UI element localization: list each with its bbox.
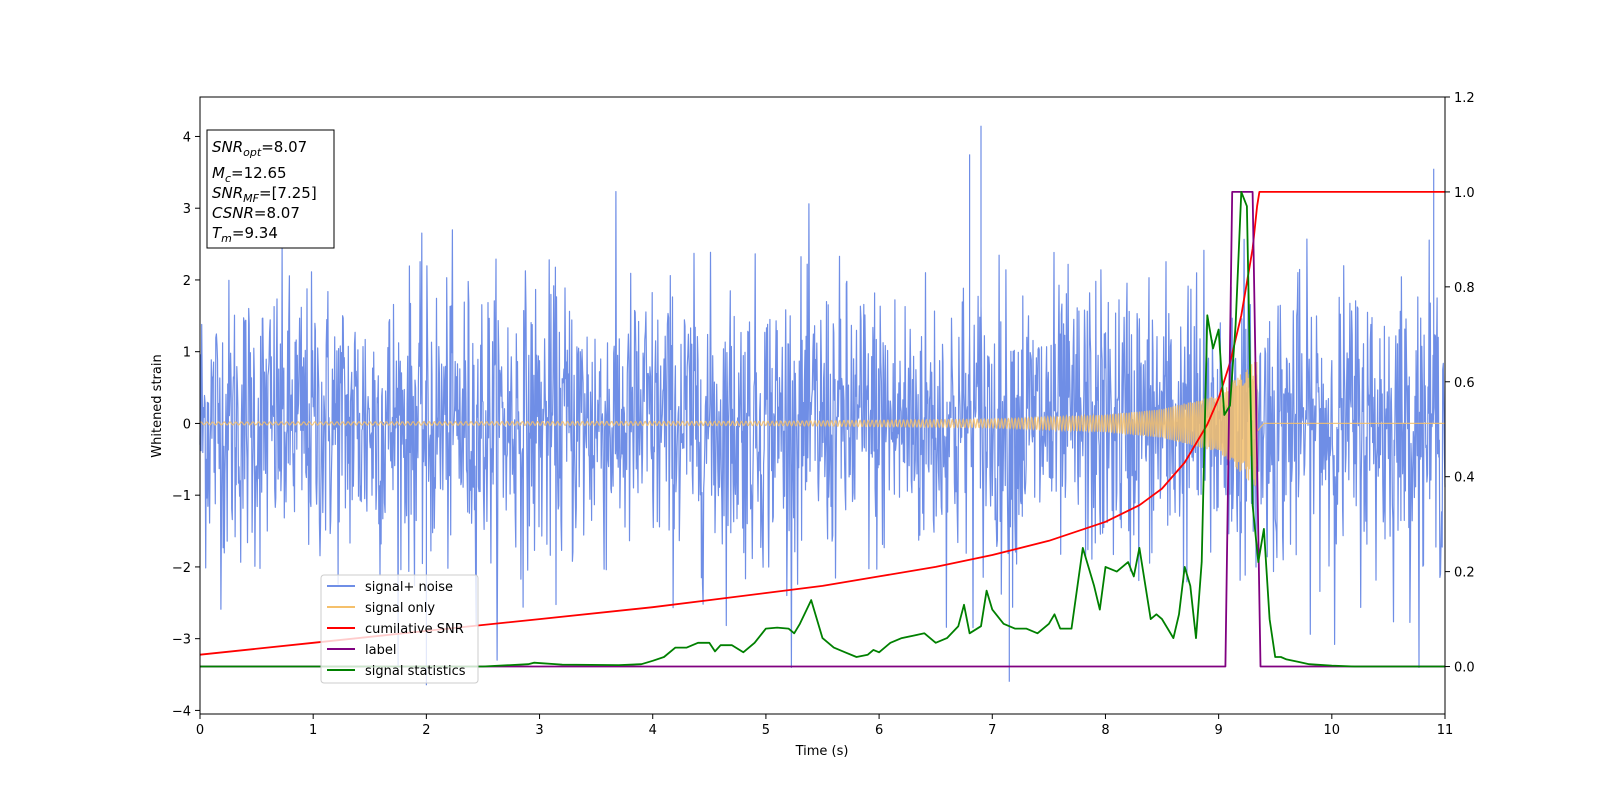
- plot-area: [199, 125, 1446, 686]
- x-tick-label: 7: [988, 723, 996, 738]
- y-tick-label: 3: [183, 202, 191, 217]
- y2-tick-label: 0.2: [1454, 566, 1475, 581]
- legend-entry-label: label: [365, 643, 396, 658]
- series-line-signal-statistics: [200, 191, 1445, 668]
- y-axis-left: −4 −3 −2 −1 0 1 2 3 4: [172, 130, 200, 719]
- info-box-line: CSNR=8.07: [212, 204, 300, 222]
- x-tick-label: 6: [875, 723, 883, 738]
- x-tick-label: 9: [1214, 723, 1222, 738]
- legend-entry-label: signal statistics: [365, 664, 466, 679]
- y2-tick-label: 1.2: [1454, 91, 1475, 106]
- x-tick-label: 1: [309, 723, 317, 738]
- x-tick-label: 8: [1101, 723, 1109, 738]
- x-tick-label: 11: [1437, 723, 1454, 738]
- info-box: SNRopt=8.07 Mc=12.65SNRMF=[7.25]CSNR=8.07…: [206, 129, 335, 249]
- legend-entry-label: signal only: [365, 601, 435, 616]
- info-box-line: Tm=9.34: [212, 224, 278, 245]
- y-tick-label: −4: [172, 704, 191, 719]
- info-box-frame: [206, 129, 335, 249]
- info-box-line: SNRopt=8.07: [212, 138, 307, 159]
- legend-frame: [320, 574, 479, 684]
- y2-tick-label: 0.8: [1454, 281, 1475, 296]
- series-line-cumulative-snr: [199, 191, 1445, 656]
- y-tick-label: 2: [183, 274, 191, 289]
- info-box-line: SNRMF=[7.25]: [212, 184, 317, 205]
- y-tick-label: 4: [183, 130, 191, 145]
- y-tick-label: 0: [183, 417, 191, 432]
- y-tick-label: −3: [172, 633, 191, 648]
- x-tick-label: 10: [1324, 723, 1341, 738]
- x-axis: 0 1 2 3 4 5 6 7 8 9 10 11: [196, 714, 1453, 738]
- info-box-line: Mc=12.65: [212, 164, 287, 185]
- signal-only-series: [199, 360, 1445, 487]
- y-tick-label: −2: [172, 561, 191, 576]
- x-tick-label: 4: [649, 723, 657, 738]
- x-tick-label: 5: [762, 723, 770, 738]
- signal-noise-series: [199, 125, 1446, 686]
- y-tick-label: 1: [183, 346, 191, 361]
- plot-frame: [199, 96, 1446, 715]
- y-axis-right: 0.0 0.2 0.4 0.6 0.8 1.0 1.2: [1445, 91, 1475, 676]
- legend: signal+ noise signal only cumilative SNR la…: [320, 574, 479, 684]
- series-line-signal-noise: [199, 125, 1446, 686]
- y2-tick-label: 0.0: [1454, 661, 1475, 676]
- y2-tick-label: 0.6: [1454, 376, 1475, 391]
- series-line-signal-only: [199, 360, 1445, 487]
- x-tick-label: 0: [196, 723, 204, 738]
- y-axis-label: Whitened strain: [150, 354, 165, 457]
- legend-entry-label: cumilative SNR: [365, 622, 464, 637]
- series-line-label: [200, 191, 1445, 668]
- right-axis-series: [199, 191, 1445, 668]
- x-tick-label: 3: [535, 723, 543, 738]
- y2-tick-label: 0.4: [1454, 471, 1475, 486]
- y-tick-label: −1: [172, 489, 191, 504]
- y2-tick-label: 1.0: [1454, 186, 1475, 201]
- x-tick-label: 2: [422, 723, 430, 738]
- x-axis-label: Time (s): [795, 744, 849, 759]
- legend-entry-label: signal+ noise: [365, 580, 453, 595]
